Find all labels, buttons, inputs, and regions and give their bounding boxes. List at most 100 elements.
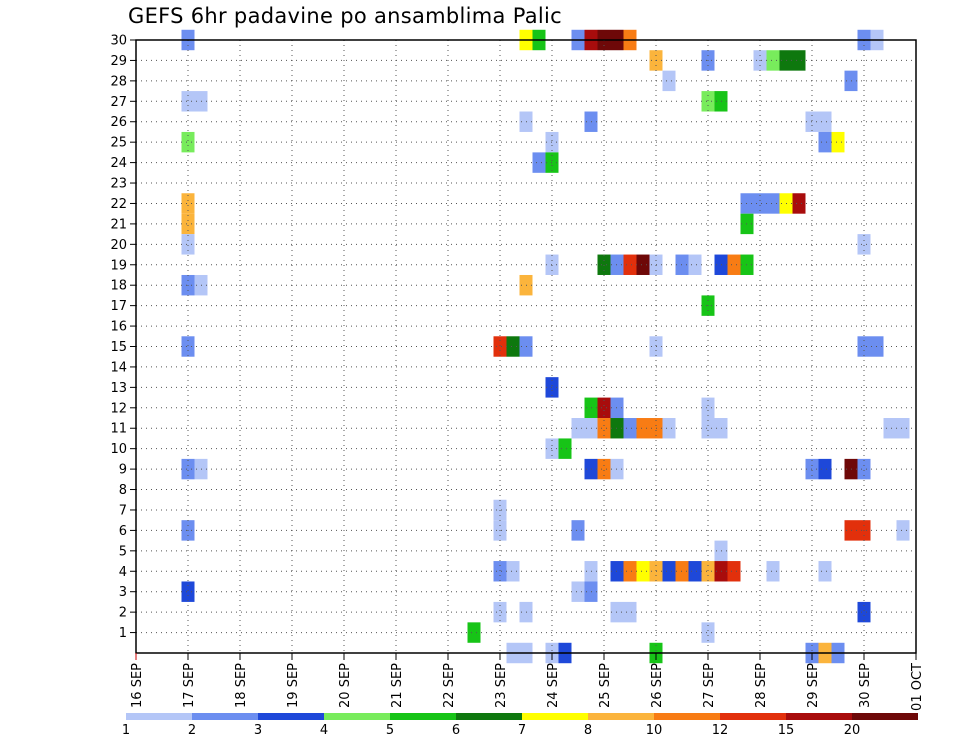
colorbar-label: 3 [254, 723, 262, 738]
y-tick-label: 28 [110, 74, 127, 89]
y-tick-label: 27 [110, 95, 127, 110]
heatmap-cell [701, 561, 715, 582]
colorbar-label: 5 [386, 723, 394, 738]
x-tick-label: 28 SEP [754, 663, 769, 708]
heatmap-cell [792, 50, 806, 71]
heatmap-cell [636, 418, 650, 439]
colorbar-label: 12 [712, 723, 729, 738]
y-tick-label: 24 [110, 156, 127, 171]
y-tick-label: 26 [110, 115, 127, 130]
y-tick-label: 8 [119, 483, 127, 498]
colorbar-swatch [588, 713, 654, 720]
heatmap-cell [662, 561, 676, 582]
y-tick-label: 6 [119, 524, 127, 539]
x-tick-label: 21 SEP [390, 663, 405, 708]
heatmap-cell [558, 438, 572, 459]
y-tick-label: 29 [110, 54, 127, 69]
heatmap-cell [493, 336, 507, 357]
colorbar-swatch [786, 713, 852, 720]
heatmap-cell [896, 520, 910, 541]
heatmap-cell [701, 622, 715, 643]
heatmap-cell [181, 458, 195, 480]
y-tick-label: 23 [110, 177, 127, 192]
heatmap-cell [766, 193, 780, 214]
heatmap-cell [597, 418, 611, 439]
heatmap-cell [727, 254, 741, 275]
x-tick-label: 23 SEP [494, 663, 509, 708]
heatmap-cell [636, 561, 650, 582]
heatmap-cell [857, 601, 871, 623]
heatmap-cell [896, 418, 910, 439]
y-tick-label: 21 [110, 217, 127, 232]
y-tick-label: 14 [110, 360, 127, 375]
heatmap-cell [727, 561, 741, 582]
x-tick-label: 16 SEP [130, 663, 145, 708]
x-tick-label: 30 SEP [858, 663, 873, 708]
heatmap-cell [493, 601, 507, 623]
colorbar-label: 20 [844, 723, 861, 738]
y-tick-label: 17 [110, 299, 127, 314]
x-tick-label: 26 SEP [650, 663, 665, 708]
colorbar-label: 1 [122, 723, 130, 738]
heatmap-cell [181, 131, 195, 153]
heatmap-cell [181, 581, 195, 602]
heatmap-cell [571, 581, 585, 602]
colorbar-label: 6 [452, 723, 460, 738]
heatmap-cell [493, 499, 507, 521]
heatmap-cell [597, 254, 611, 275]
heatmap-cell [766, 561, 780, 582]
heatmap-cell [701, 418, 715, 439]
heatmap-cell [532, 152, 546, 173]
x-tick-label: 22 SEP [442, 663, 457, 708]
heatmap-cell [818, 131, 832, 153]
y-tick-label: 20 [110, 238, 127, 253]
y-tick-label: 22 [110, 197, 127, 212]
colorbar-swatch [390, 713, 456, 720]
colorbar-swatch [324, 713, 390, 720]
heatmap-cell [506, 561, 520, 582]
heatmap-cell [688, 254, 702, 275]
y-tick-label: 1 [119, 626, 127, 641]
heatmap-cell [857, 234, 871, 255]
heatmap-cell [506, 336, 520, 357]
heatmap-cell [181, 193, 195, 214]
heatmap-cell [792, 193, 806, 214]
heatmap-cell [857, 458, 871, 480]
heatmap-cell [662, 418, 676, 439]
y-tick-label: 12 [110, 401, 127, 416]
colorbar-swatch [258, 713, 324, 720]
colorbar-label: 15 [778, 723, 795, 738]
y-tick-label: 2 [119, 606, 127, 621]
y-tick-label: 18 [110, 279, 127, 294]
x-tick-label: 18 SEP [234, 663, 249, 708]
y-tick-label: 11 [110, 422, 127, 437]
x-tick-label: 27 SEP [702, 663, 717, 708]
y-tick-label: 3 [119, 585, 127, 600]
heatmap-cell [701, 397, 715, 419]
heatmap-cell [181, 213, 195, 235]
heatmap-cell [571, 520, 585, 541]
y-tick-label: 5 [119, 544, 127, 559]
heatmap-cell [623, 561, 637, 582]
heatmap-cell [818, 458, 832, 480]
heatmap-cell [766, 50, 780, 71]
x-tick-label: 25 SEP [598, 663, 613, 708]
y-tick-label: 15 [110, 340, 127, 355]
colorbar-swatch [654, 713, 720, 720]
heatmap-cell [818, 561, 832, 582]
heatmap-cell [662, 70, 676, 92]
x-tick-label: 29 SEP [806, 663, 821, 708]
heatmap-cell [597, 397, 611, 419]
colorbar-label: 10 [646, 723, 663, 738]
y-tick-label: 19 [110, 258, 127, 273]
colorbar-swatch [192, 713, 258, 720]
colorbar-label: 4 [320, 723, 328, 738]
heatmap-cell [688, 561, 702, 582]
y-tick-label: 10 [110, 442, 127, 457]
heatmap-cell [571, 418, 585, 439]
colorbar-swatch [522, 713, 588, 720]
heatmap-cell [493, 561, 507, 582]
heatmap-cell [818, 111, 832, 132]
heatmap-cell [701, 91, 715, 112]
